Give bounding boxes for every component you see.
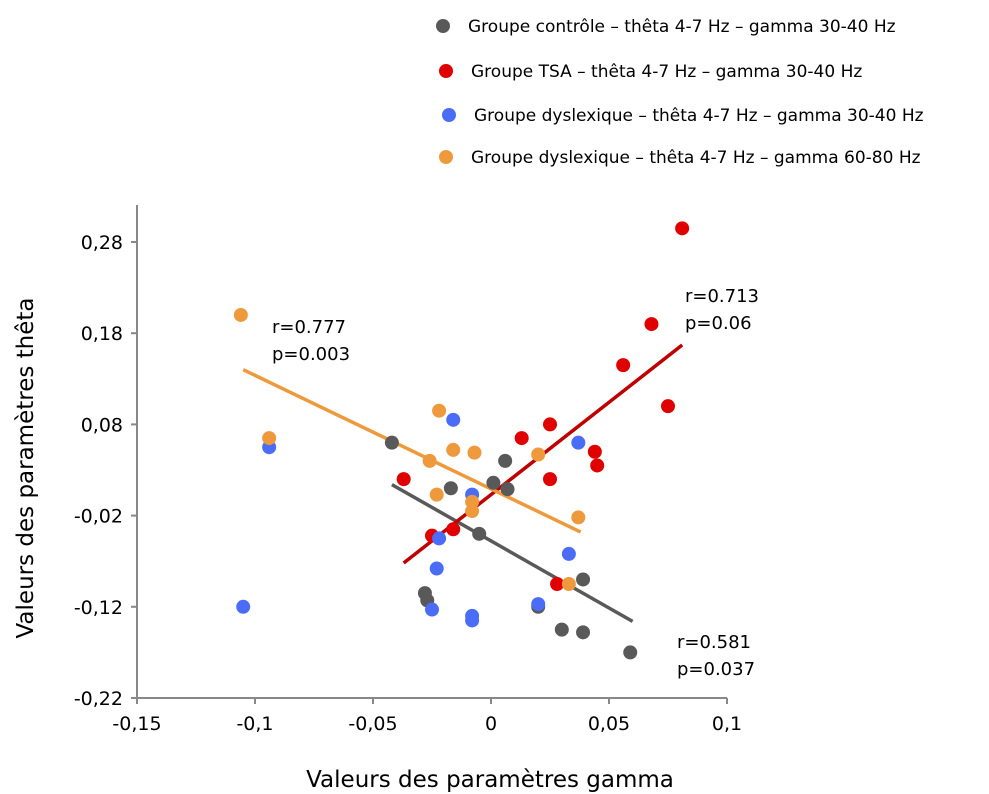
data-point	[446, 522, 461, 537]
data-point	[425, 602, 439, 617]
data-point	[543, 472, 557, 487]
legend-marker	[436, 19, 450, 33]
data-point	[432, 531, 447, 546]
x-tick-label: 0	[485, 713, 497, 735]
correlation-annotation: r=0.581	[677, 632, 751, 653]
trend-line	[391, 483, 634, 623]
data-point	[467, 445, 482, 460]
data-point	[531, 597, 546, 612]
annotations: r=0.581 p=0.037 r=0.713 p=0.06 r=0.777 p=0.00…	[272, 286, 759, 680]
data-point	[500, 482, 515, 497]
data-point	[396, 472, 411, 487]
correlation-annotation: r=0.777	[272, 317, 346, 338]
legend-label: Groupe TSA – thêta 4-7 Hz – gamma 30-40 …	[471, 62, 862, 82]
x-tick-label: 0,1	[712, 713, 742, 735]
data-point	[472, 526, 487, 541]
data-point	[543, 417, 557, 432]
legend-marker	[439, 150, 453, 164]
data-point	[571, 510, 586, 525]
x-tick-label: -0,1	[236, 713, 273, 735]
data-point	[233, 307, 248, 322]
data-point	[422, 453, 437, 468]
correlation-annotation: r=0.713	[685, 286, 759, 307]
data-point	[623, 645, 638, 660]
axes: -0,22 -0,12 -0,02 0,08 0,18 0,28 -0,15 -0,1 -0,0…	[74, 205, 742, 735]
data-point	[446, 442, 461, 457]
correlation-annotation: p=0.003	[272, 344, 350, 365]
data-point	[554, 622, 569, 637]
data-point	[446, 412, 461, 427]
data-points	[233, 221, 690, 660]
data-point	[465, 613, 480, 628]
trend-lines	[242, 343, 684, 623]
y-axis-title: Valeurs des paramètres thêta	[13, 297, 39, 638]
data-point	[576, 572, 591, 587]
y-tick-label: -0,22	[74, 688, 123, 710]
data-point	[262, 431, 277, 446]
data-point	[432, 403, 447, 418]
data-point	[616, 358, 631, 373]
data-point	[561, 577, 576, 591]
legend-label: Groupe dyslexique – thêta 4-7 Hz – gamma…	[474, 106, 924, 126]
data-point	[236, 599, 251, 614]
data-point	[384, 435, 399, 450]
data-point	[514, 431, 529, 446]
trend-line	[242, 368, 582, 534]
data-point	[443, 481, 458, 496]
legend-label: Groupe dyslexique – thêta 4-7 Hz – gamma…	[471, 148, 921, 168]
data-point	[429, 561, 444, 576]
data-point	[465, 504, 480, 519]
correlation-annotation: p=0.037	[677, 659, 755, 680]
data-point	[531, 447, 546, 462]
x-tick-label: 0,05	[588, 713, 630, 735]
data-point	[429, 487, 444, 502]
y-tick-label: -0,02	[74, 506, 123, 528]
data-point	[561, 546, 576, 561]
data-point	[644, 317, 659, 332]
data-point	[576, 625, 591, 640]
data-point	[675, 221, 690, 236]
data-point	[550, 577, 565, 591]
data-point	[587, 444, 602, 459]
correlation-annotation: p=0.06	[685, 313, 752, 334]
x-tick-label: -0,15	[112, 713, 161, 735]
x-axis-title: Valeurs des paramètres gamma	[306, 767, 674, 793]
legend-label: Groupe contrôle – thêta 4-7 Hz – gamma 3…	[468, 17, 896, 37]
y-tick-label: 0,08	[81, 414, 123, 436]
data-point	[661, 399, 675, 414]
legend: Groupe contrôle – thêta 4-7 Hz – gamma 3…	[436, 17, 924, 168]
legend-marker	[439, 64, 453, 78]
legend-marker	[442, 108, 456, 122]
data-point	[498, 453, 513, 468]
y-tick-label: -0,12	[74, 597, 123, 619]
data-point	[590, 458, 605, 473]
y-tick-label: 0,28	[81, 232, 123, 254]
data-point	[571, 435, 586, 450]
y-tick-label: 0,18	[81, 323, 123, 345]
data-point	[486, 475, 501, 490]
x-tick-label: -0,05	[348, 713, 397, 735]
